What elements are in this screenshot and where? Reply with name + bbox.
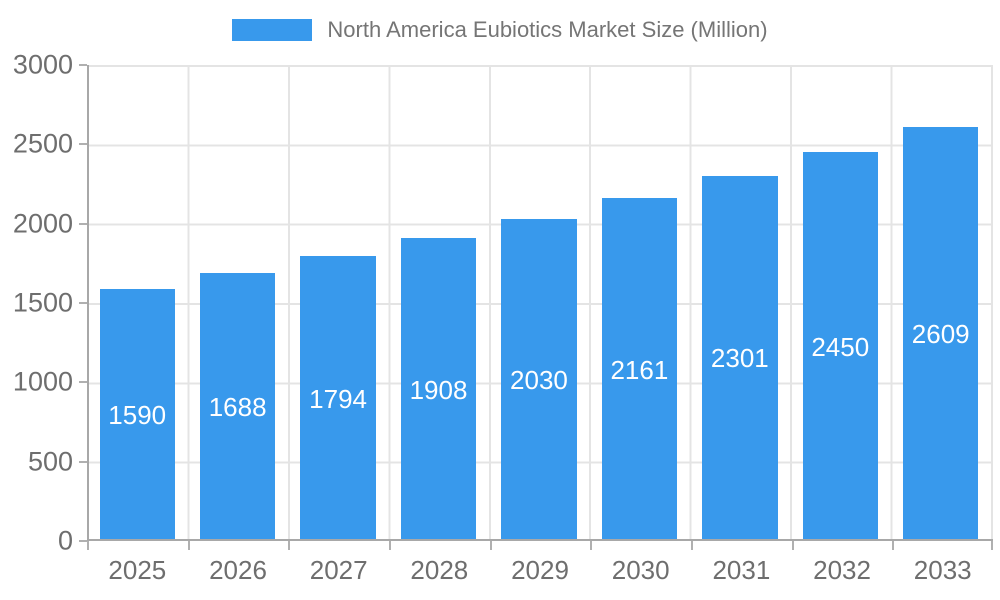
bar-value-label: 1590 [108,399,167,430]
bar-series: 1590 1688 1794 1908 2030 2161 [87,65,991,541]
bar-value-label: 2450 [811,331,870,362]
bar-value-label: 1688 [208,392,267,423]
y-tick-mark [79,460,87,463]
y-axis-labels: 3000 2500 2000 1500 1000 500 0 [0,51,73,554]
bar-cell: 1688 [187,65,287,541]
y-tick-mark [79,381,87,384]
x-tick-label: 2031 [712,555,771,585]
bar-2030[interactable]: 2161 [601,198,678,541]
y-tick-label: 3000 [12,49,73,80]
x-tick-label: 2033 [913,555,972,585]
y-axis-ticks [79,64,87,542]
bar-value-label: 1794 [309,383,367,414]
bar-value-label: 2609 [911,319,970,350]
x-tick-label: 2026 [209,555,267,585]
x-axis-ticks [87,541,993,550]
legend-label: North America Eubiotics Market Size (Mil… [327,17,768,42]
legend-swatch [232,19,313,42]
bar-2029[interactable]: 2030 [501,218,577,541]
y-tick-label: 500 [27,446,73,477]
bar-cell: 1908 [388,65,488,541]
y-axis-line [87,65,89,550]
bar-cell: 2609 [891,65,991,541]
bar-cell: 1590 [87,65,187,541]
bar-2031[interactable]: 2301 [702,175,778,541]
bar-2026[interactable]: 1688 [199,273,276,541]
x-tick-label: 2028 [410,555,469,585]
bar-2033[interactable]: 2609 [903,127,979,541]
plot-area: 1590 1688 1794 1908 2030 2161 [87,65,993,541]
bar-2028[interactable]: 1908 [400,238,477,541]
bar-2025[interactable]: 1590 [99,288,175,541]
bar-value-label: 2161 [610,354,669,385]
x-tick-mark [991,541,993,550]
y-tick-label: 2500 [12,128,73,159]
bar-value-label: 2301 [710,343,769,374]
bar-cell: 2030 [489,65,589,541]
legend[interactable]: North America Eubiotics Market Size (Mil… [0,17,1000,42]
bar-value-label: 2030 [510,364,568,395]
bar-cell: 1794 [288,65,388,541]
x-tick-mark [691,541,693,550]
y-tick-mark [79,222,87,225]
x-tick-mark [791,541,794,550]
bar-2032[interactable]: 2450 [802,152,878,541]
bar-cell: 2450 [790,65,890,541]
x-tick-mark [288,541,291,550]
bar-cell: 2301 [690,65,790,541]
x-tick-label: 2027 [309,555,368,585]
y-tick-mark [79,302,87,304]
y-tick-mark [79,143,87,146]
x-tick-mark [590,541,593,550]
y-tick-label: 1000 [12,366,73,397]
x-tick-label: 2025 [108,555,167,585]
bar-value-label: 1908 [409,374,468,405]
x-tick-mark [187,541,190,550]
x-tick-mark [489,541,492,550]
y-tick-mark [79,540,87,542]
x-tick-mark [388,541,391,550]
y-tick-mark [79,64,87,66]
y-tick-label: 1500 [12,287,73,318]
x-tick-mark [87,541,89,550]
bar-cell: 2161 [589,65,689,541]
x-tick-label: 2029 [511,555,569,585]
x-tick-label: 2030 [611,555,670,585]
y-tick-label: 0 [57,525,73,556]
bar-2027[interactable]: 1794 [300,256,376,541]
x-axis-labels: 2025 2026 2027 2028 2029 2030 2031 2032 … [87,555,993,586]
y-tick-label: 2000 [12,208,73,239]
x-tick-label: 2032 [813,555,871,585]
x-tick-mark [892,541,895,550]
